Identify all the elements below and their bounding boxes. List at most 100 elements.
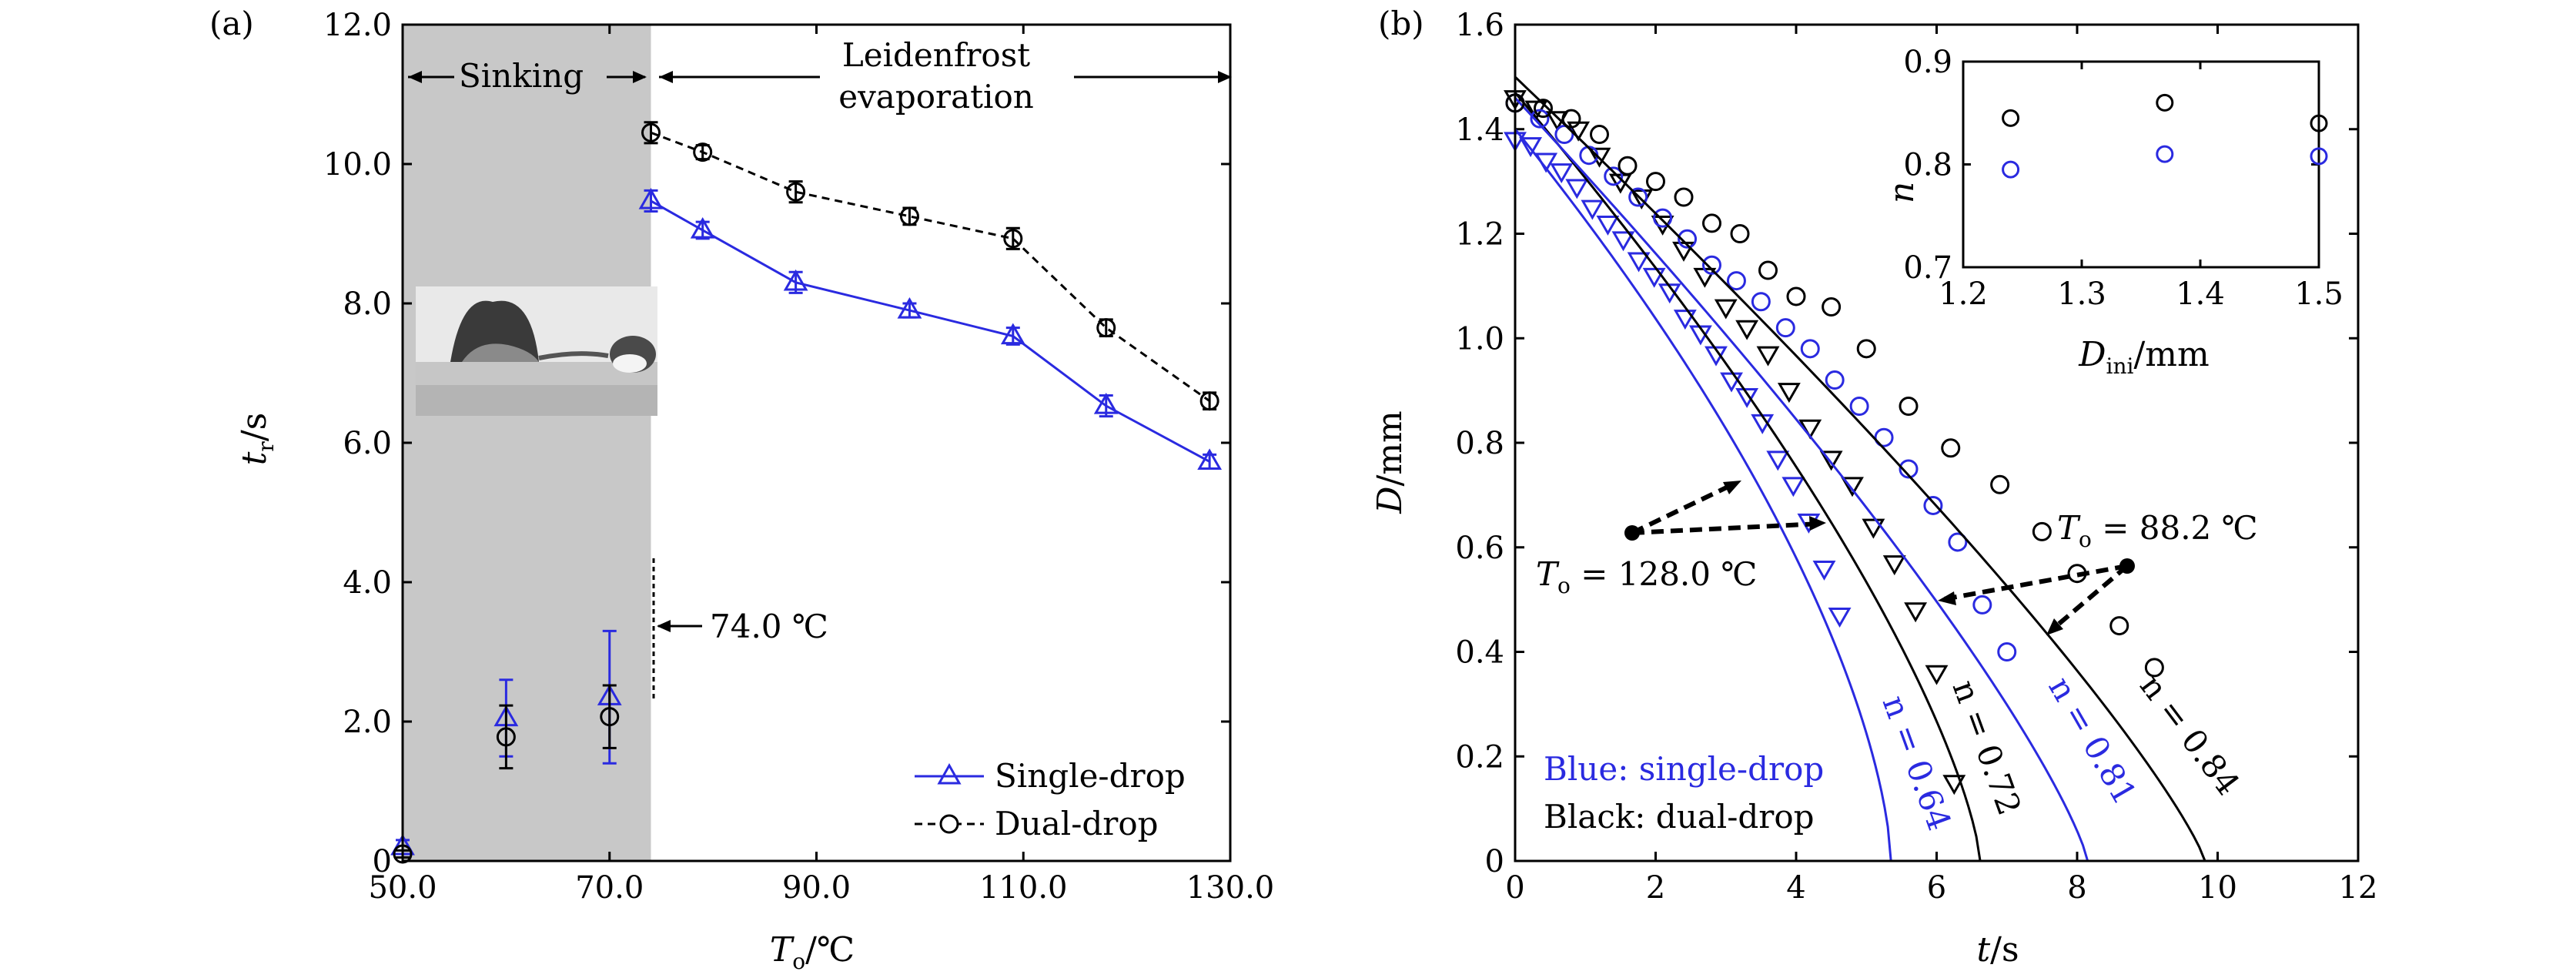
y-tick-label: 1.6 xyxy=(1455,8,1504,43)
x-tick-label: 4 xyxy=(1786,870,1805,906)
threshold-label: 74.0 ℃ xyxy=(710,608,828,645)
data-point xyxy=(1849,396,1869,416)
panel-b-x-axis-title: t/s xyxy=(1976,930,2019,970)
panel-a: (a) 50.0 70.0 90.0 110.0 130.0 0 2.0 4.0 6.0 8.0 1… xyxy=(209,5,1274,974)
data-point xyxy=(1942,775,1966,795)
data-point xyxy=(1714,299,1738,320)
data-point xyxy=(1948,532,1968,552)
data-point xyxy=(1530,109,1550,129)
inset-point xyxy=(2310,114,2328,132)
to-128-label: To = 128.0 ℃ xyxy=(1536,555,1757,598)
data-point xyxy=(1786,286,1806,306)
data-point xyxy=(897,297,922,319)
data-point xyxy=(2144,658,2164,678)
data-point xyxy=(1726,271,1746,291)
data-point xyxy=(1862,518,1885,539)
y-tick-label: 1.2 xyxy=(1455,217,1504,253)
data-point xyxy=(1519,137,1543,158)
fit-curve-0 xyxy=(1514,128,1892,862)
series-line-0 xyxy=(650,199,1210,463)
data-point xyxy=(1925,665,1949,685)
inset-point xyxy=(2156,93,2174,112)
data-point xyxy=(1735,387,1759,408)
data-point xyxy=(1646,172,1665,192)
x-tick-label: 8 xyxy=(2067,870,2086,906)
x-tick-label: 2 xyxy=(1646,870,1665,906)
panel-b-axes: 0 2 4 6 8 10 12 0 0.2 0.4 0.6 0.8 1.0 1.2 1.4 1.6 xyxy=(1455,8,2377,906)
inset-point xyxy=(2310,147,2328,166)
x-tick-label: 10 xyxy=(2198,870,2237,906)
y-tick-label: 0 xyxy=(1485,844,1504,879)
y-tick-label: 8.0 xyxy=(343,286,392,322)
data-point xyxy=(1720,372,1743,393)
inset-point xyxy=(2002,109,2020,127)
data-point xyxy=(1972,595,1992,615)
y-tick-label: 0.7 xyxy=(1903,250,1952,286)
data-point xyxy=(2032,521,2052,541)
data-point xyxy=(1758,260,1778,280)
sinking-point xyxy=(496,727,516,747)
to-128-annotation: To = 128.0 ℃ xyxy=(1536,481,1826,598)
panel-b-data xyxy=(1504,75,2206,862)
data-point xyxy=(1899,459,1919,479)
data-point xyxy=(1990,474,2010,494)
data-point xyxy=(1941,438,1961,458)
inset-frame xyxy=(1962,60,2320,269)
y-tick-label: 0.8 xyxy=(1903,148,1952,183)
y-tick-label: 4.0 xyxy=(343,565,392,601)
data-point xyxy=(693,142,713,162)
data-point xyxy=(786,182,806,202)
fit-curve-2 xyxy=(1514,97,2089,862)
legend-single-drop: Single-drop xyxy=(995,757,1186,795)
data-point xyxy=(1904,602,1928,623)
data-point xyxy=(1997,642,2017,661)
data-point xyxy=(1561,109,1581,129)
data-point xyxy=(1534,99,1553,119)
data-point xyxy=(1197,448,1223,471)
y-tick-label: 1.0 xyxy=(1455,321,1504,357)
panel-a-axes: 50.0 70.0 90.0 110.0 130.0 0 2.0 4.0 6.0 8.0 10.0 1… xyxy=(323,8,1274,906)
data-point xyxy=(1627,252,1651,273)
data-point xyxy=(1618,156,1638,176)
data-point xyxy=(1841,477,1864,497)
data-point xyxy=(1874,427,1894,447)
data-point xyxy=(1611,231,1635,252)
n-label-0.84: n = 0.84 xyxy=(2133,668,2247,802)
x-tick-label: 1.4 xyxy=(2176,276,2225,312)
panel-b-frame xyxy=(1514,23,2360,862)
data-point xyxy=(1642,267,1666,288)
data-point xyxy=(1899,396,1919,416)
x-tick-label: 110.0 xyxy=(979,870,1068,906)
data-point xyxy=(1775,318,1795,338)
panel-b-label: (b) xyxy=(1378,5,1424,42)
data-point xyxy=(1554,125,1574,145)
to-88-label: To = 88.2 ℃ xyxy=(2057,509,2258,552)
data-point xyxy=(1003,229,1023,249)
y-tick-label: 2.0 xyxy=(343,705,392,740)
panel-b-y-axis-title: D/mm xyxy=(1370,410,1410,514)
y-tick-label: 10.0 xyxy=(323,147,392,183)
data-point xyxy=(1812,560,1836,581)
data-point xyxy=(1923,495,1943,515)
n-label-0.72: n = 0.72 xyxy=(1945,675,2029,820)
data-point xyxy=(1882,555,1906,576)
y-tick-label: 6.0 xyxy=(343,426,392,461)
sinking-point xyxy=(600,707,620,727)
data-point xyxy=(1856,339,1876,359)
data-point xyxy=(1781,477,1805,497)
panel-a-frame xyxy=(401,23,1232,862)
y-tick-label: 0 xyxy=(373,844,392,879)
fit-curve-1 xyxy=(1514,92,1982,862)
sinking-label: Sinking xyxy=(459,57,584,95)
y-tick-label: 0.2 xyxy=(1455,739,1504,775)
data-point xyxy=(1800,339,1820,359)
data-point xyxy=(1653,208,1673,228)
x-tick-label: 12 xyxy=(2339,870,2378,906)
y-tick-label: 0.8 xyxy=(1455,426,1504,461)
evaporation-label: evaporation xyxy=(838,78,1034,116)
inset-point xyxy=(2002,160,2020,179)
series-line-1 xyxy=(650,131,1210,402)
y-tick-label: 0.4 xyxy=(1455,635,1504,671)
data-point xyxy=(1550,163,1574,184)
